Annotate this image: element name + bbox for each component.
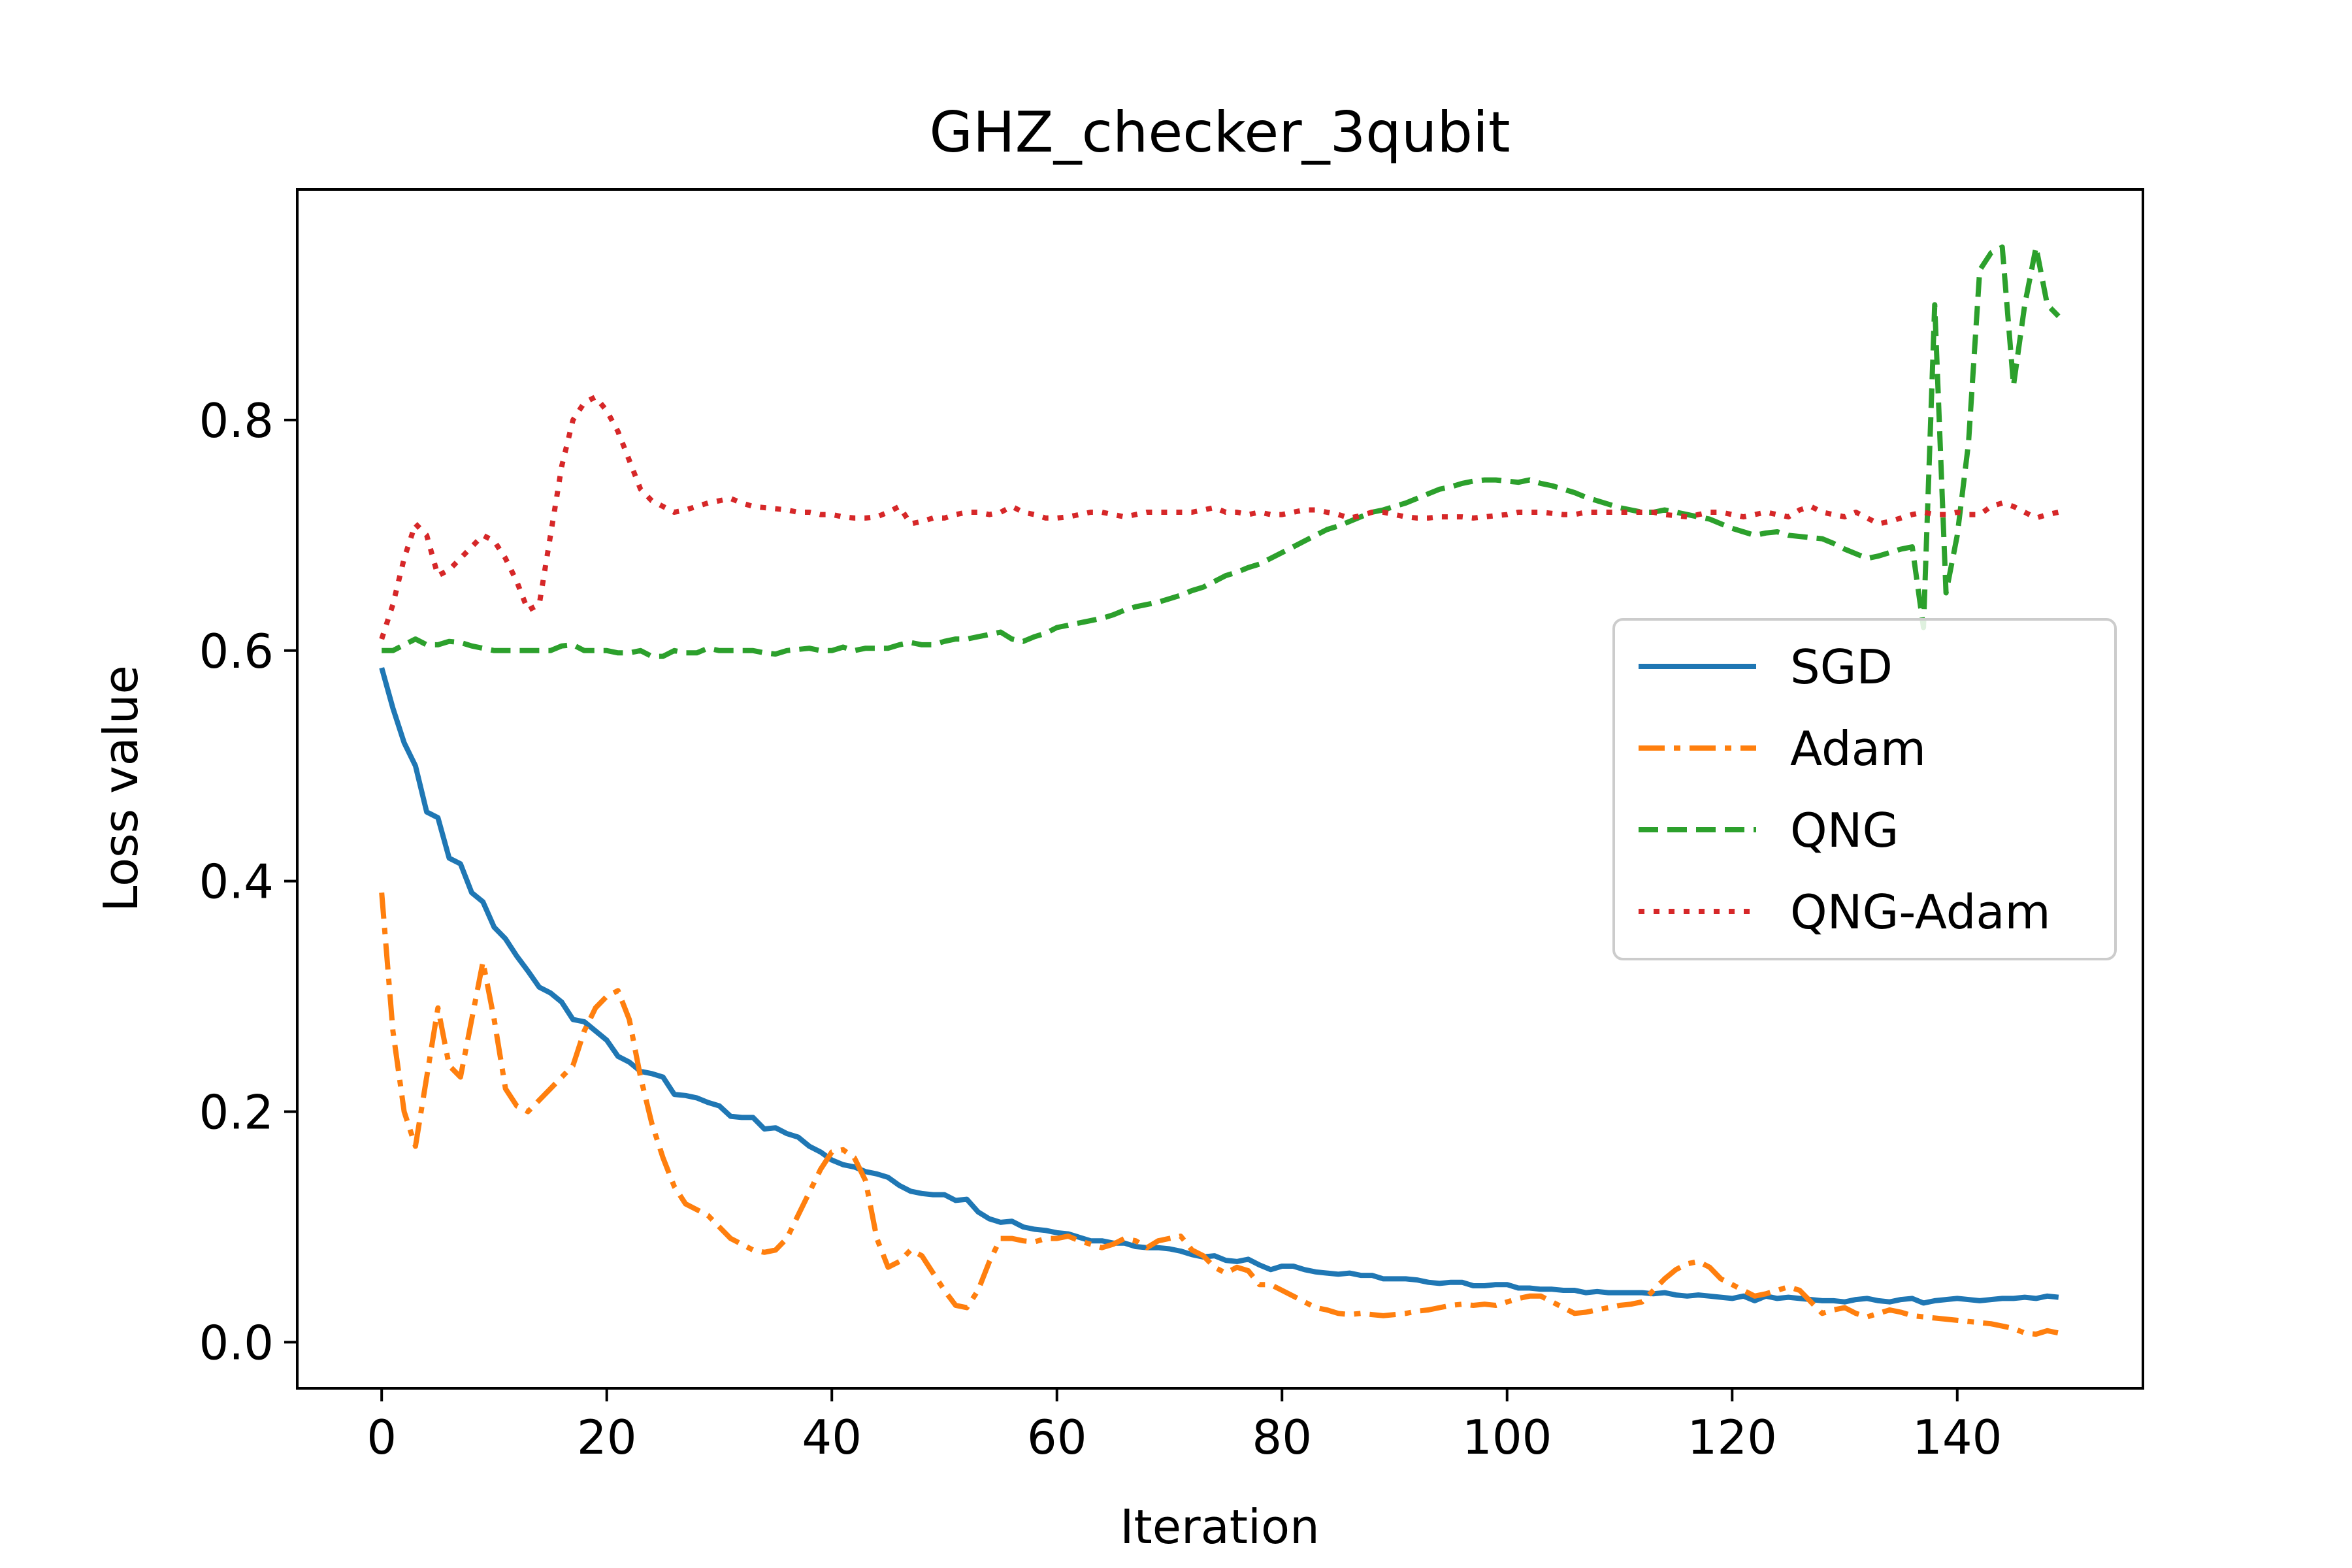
- y-axis-label: Loss value: [93, 665, 148, 911]
- y-axis: 0.0 0.2 0.4 0.6 0.8: [199, 393, 297, 1370]
- y-tick-label: 0.4: [199, 855, 274, 909]
- legend-label: SGD: [1790, 640, 1893, 694]
- series-line-qng: [382, 244, 2061, 659]
- series-line-adam: [379, 892, 2059, 1337]
- x-tick-label: 120: [1688, 1410, 1777, 1465]
- x-tick-label: 100: [1462, 1410, 1552, 1465]
- legend-box: [1612, 618, 2117, 960]
- chart-title: GHZ_checker_3qubit: [929, 100, 1510, 165]
- axes-frame: [296, 188, 2144, 1390]
- y-tick-label: 0.8: [199, 393, 274, 448]
- y-tick-label: 0.6: [199, 624, 274, 679]
- x-tick-label: 80: [1252, 1410, 1312, 1465]
- legend-label: QNG: [1790, 803, 1899, 858]
- series-line-sgd: [379, 667, 2059, 1306]
- x-tick-label: 40: [802, 1410, 862, 1465]
- x-tick-label: 20: [577, 1410, 637, 1465]
- legend-label: Adam: [1790, 721, 1926, 776]
- y-tick-label: 0.0: [199, 1315, 274, 1370]
- plot-lines: [379, 244, 2061, 1337]
- x-tick-label: 60: [1027, 1410, 1087, 1465]
- legend-label: QNG-Adam: [1790, 885, 2051, 939]
- x-tick-label: 0: [367, 1410, 397, 1465]
- x-tick-label: 140: [1912, 1410, 2002, 1465]
- y-tick-label: 0.2: [199, 1085, 274, 1140]
- series-line-qng-adam: [379, 394, 2059, 640]
- x-axis: 0 20 40 60 80 100 120 140: [367, 1388, 2002, 1465]
- x-axis-label: Iteration: [1120, 1499, 1319, 1554]
- legend: SGD Adam QNG QNG-Adam: [1612, 618, 2117, 960]
